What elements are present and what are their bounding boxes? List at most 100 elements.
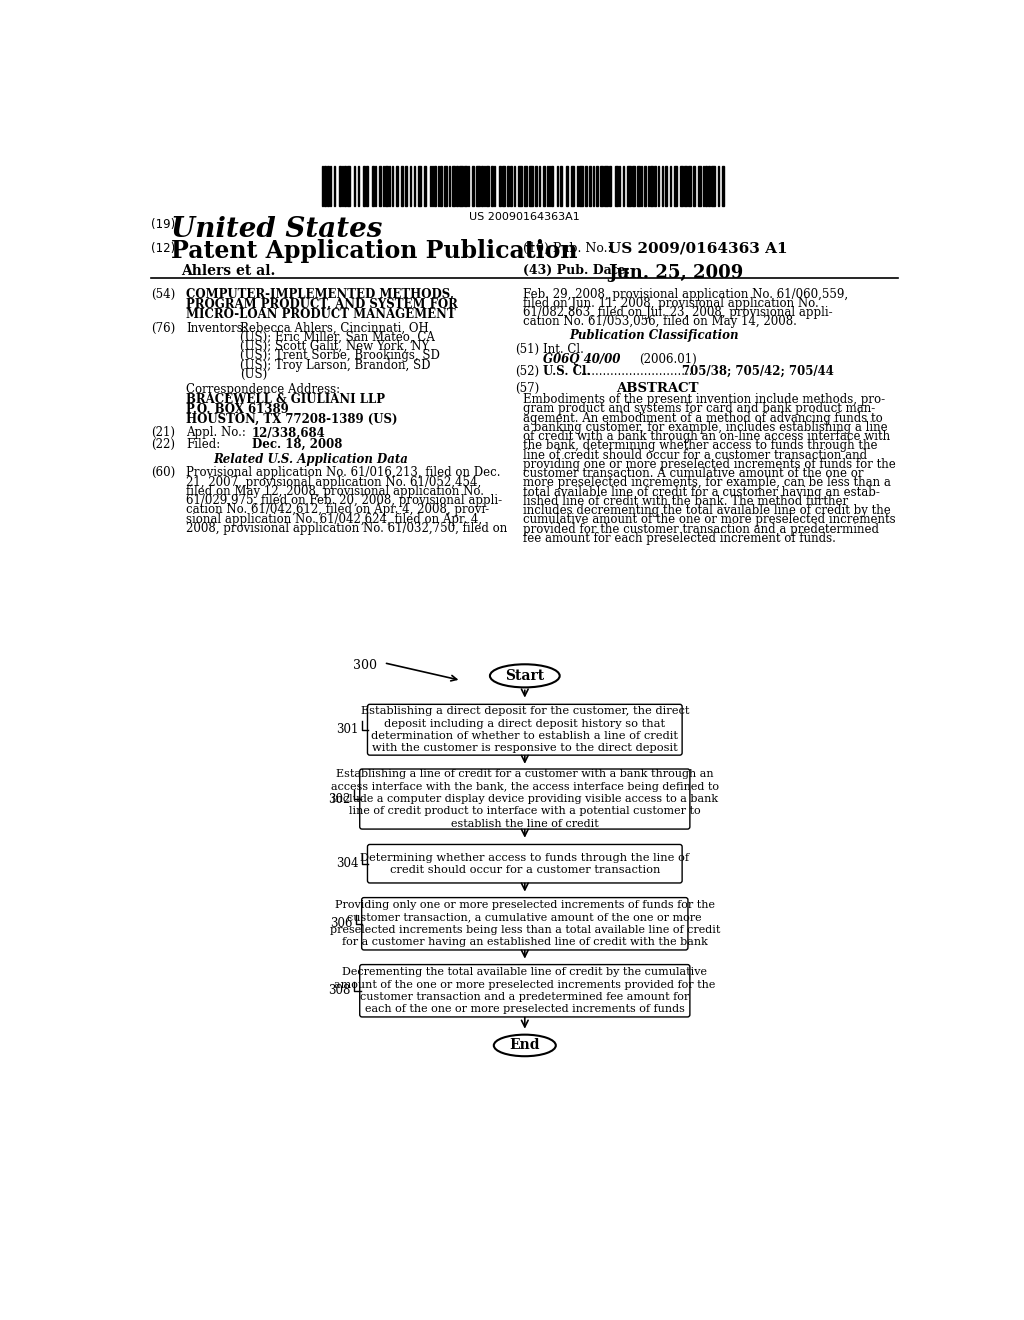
Bar bbox=[514, 166, 515, 206]
Bar bbox=[389, 166, 390, 206]
Text: (76): (76) bbox=[152, 322, 175, 335]
Bar bbox=[543, 166, 546, 206]
Text: of credit with a bank through an on-line access interface with: of credit with a bank through an on-line… bbox=[523, 430, 891, 444]
Bar bbox=[529, 166, 532, 206]
Bar bbox=[665, 166, 667, 206]
Text: Related U.S. Application Data: Related U.S. Application Data bbox=[213, 453, 409, 466]
Text: line of credit should occur for a customer transaction and: line of credit should occur for a custom… bbox=[523, 449, 867, 462]
Bar bbox=[547, 166, 548, 206]
Text: (43) Pub. Date:: (43) Pub. Date: bbox=[523, 264, 631, 277]
Bar bbox=[589, 166, 591, 206]
Text: cation No. 61/042,612, filed on Apr. 4, 2008, provi-: cation No. 61/042,612, filed on Apr. 4, … bbox=[186, 503, 489, 516]
Bar bbox=[334, 166, 336, 206]
Bar bbox=[623, 166, 624, 206]
Text: ABSTRACT: ABSTRACT bbox=[616, 381, 698, 395]
Bar bbox=[674, 166, 677, 206]
Bar bbox=[372, 166, 374, 206]
Bar bbox=[604, 166, 608, 206]
FancyBboxPatch shape bbox=[368, 705, 682, 755]
Bar bbox=[549, 166, 550, 206]
Text: 302: 302 bbox=[328, 792, 350, 805]
FancyBboxPatch shape bbox=[359, 965, 690, 1016]
Text: Publication Classification: Publication Classification bbox=[569, 330, 739, 342]
Bar bbox=[324, 166, 327, 206]
Text: (2006.01): (2006.01) bbox=[640, 354, 697, 366]
Bar bbox=[566, 166, 568, 206]
Text: 306: 306 bbox=[330, 917, 352, 931]
Text: Jun. 25, 2009: Jun. 25, 2009 bbox=[608, 264, 743, 282]
Bar bbox=[524, 166, 527, 206]
Bar bbox=[557, 166, 558, 206]
Bar bbox=[476, 166, 479, 206]
Bar bbox=[499, 166, 501, 206]
Bar bbox=[706, 166, 707, 206]
Bar bbox=[468, 166, 469, 206]
Bar bbox=[681, 166, 683, 206]
Text: Rebecca Ahlers, Cincinnati, OH: Rebecca Ahlers, Cincinnati, OH bbox=[241, 322, 429, 335]
Bar bbox=[383, 166, 384, 206]
Bar bbox=[480, 166, 483, 206]
Text: Correspondence Address:: Correspondence Address: bbox=[186, 383, 340, 396]
Text: Determining whether access to funds through the line of
credit should occur for : Determining whether access to funds thro… bbox=[360, 853, 689, 875]
Text: (US); Scott Galit, New York, NY: (US); Scott Galit, New York, NY bbox=[241, 341, 430, 354]
Bar bbox=[444, 166, 446, 206]
Text: lished line of credit with the bank. The method further: lished line of credit with the bank. The… bbox=[523, 495, 848, 508]
FancyBboxPatch shape bbox=[359, 770, 690, 829]
Text: 61/029,975, filed on Feb. 20, 2008, provisional appli-: 61/029,975, filed on Feb. 20, 2008, prov… bbox=[186, 494, 502, 507]
Bar bbox=[366, 166, 369, 206]
Bar bbox=[663, 166, 664, 206]
Text: Decrementing the total available line of credit by the cumulative
amount of the : Decrementing the total available line of… bbox=[334, 968, 716, 1014]
Text: cation No. 61/053,056, filed on May 14, 2008.: cation No. 61/053,056, filed on May 14, … bbox=[523, 315, 797, 329]
Text: End: End bbox=[510, 1039, 540, 1052]
Bar bbox=[703, 166, 705, 206]
Text: ..............................: .............................. bbox=[582, 364, 694, 378]
Text: filed on Jun. 11, 2008, provisional application No.: filed on Jun. 11, 2008, provisional appl… bbox=[523, 297, 819, 310]
Ellipse shape bbox=[489, 664, 560, 688]
Bar bbox=[395, 166, 397, 206]
Bar bbox=[688, 166, 691, 206]
Text: US 20090164363A1: US 20090164363A1 bbox=[469, 213, 581, 222]
Bar bbox=[578, 166, 579, 206]
Text: Appl. No.:: Appl. No.: bbox=[186, 426, 246, 440]
Text: 2008, provisional application No. 61/032,750, filed on: 2008, provisional application No. 61/032… bbox=[186, 521, 507, 535]
FancyBboxPatch shape bbox=[368, 845, 682, 883]
Bar bbox=[600, 166, 603, 206]
Bar bbox=[432, 166, 433, 206]
Ellipse shape bbox=[494, 1035, 556, 1056]
Text: (52): (52) bbox=[515, 364, 540, 378]
Text: MICRO-LOAN PRODUCT MANAGEMENT: MICRO-LOAN PRODUCT MANAGEMENT bbox=[186, 308, 456, 321]
Bar bbox=[723, 166, 724, 206]
Bar bbox=[353, 166, 354, 206]
Text: cumulative amount of the one or more preselected increments: cumulative amount of the one or more pre… bbox=[523, 513, 896, 527]
Bar bbox=[627, 166, 631, 206]
Bar bbox=[708, 166, 710, 206]
Text: 301: 301 bbox=[336, 723, 358, 737]
Bar bbox=[392, 166, 393, 206]
Text: (US); Trent Sorbe, Brookings, SD: (US); Trent Sorbe, Brookings, SD bbox=[241, 350, 440, 363]
Bar bbox=[459, 166, 463, 206]
Text: BRACEWELL & GIULIANI LLP: BRACEWELL & GIULIANI LLP bbox=[186, 393, 385, 407]
Bar bbox=[404, 166, 407, 206]
Bar bbox=[453, 166, 455, 206]
Bar bbox=[375, 166, 376, 206]
Bar bbox=[440, 166, 442, 206]
Bar bbox=[711, 166, 715, 206]
Text: more preselected increments, for example, can be less than a: more preselected increments, for example… bbox=[523, 477, 891, 490]
Bar bbox=[518, 166, 521, 206]
Bar bbox=[637, 166, 640, 206]
FancyBboxPatch shape bbox=[361, 898, 688, 950]
Text: Providing only one or more preselected increments of funds for the
customer tran: Providing only one or more preselected i… bbox=[330, 900, 720, 948]
Text: includes decrementing the total available line of credit by the: includes decrementing the total availabl… bbox=[523, 504, 891, 517]
Bar bbox=[571, 166, 573, 206]
Bar bbox=[362, 166, 365, 206]
Bar bbox=[464, 166, 467, 206]
Bar bbox=[344, 166, 345, 206]
Text: (US); Troy Larson, Brandon, SD: (US); Troy Larson, Brandon, SD bbox=[241, 359, 431, 372]
Bar bbox=[430, 166, 431, 206]
Bar bbox=[596, 166, 598, 206]
Bar bbox=[536, 166, 538, 206]
Text: COMPUTER-IMPLEMENTED METHODS,: COMPUTER-IMPLEMENTED METHODS, bbox=[186, 288, 454, 301]
Bar bbox=[486, 166, 488, 206]
Bar bbox=[718, 166, 719, 206]
Bar bbox=[654, 166, 655, 206]
